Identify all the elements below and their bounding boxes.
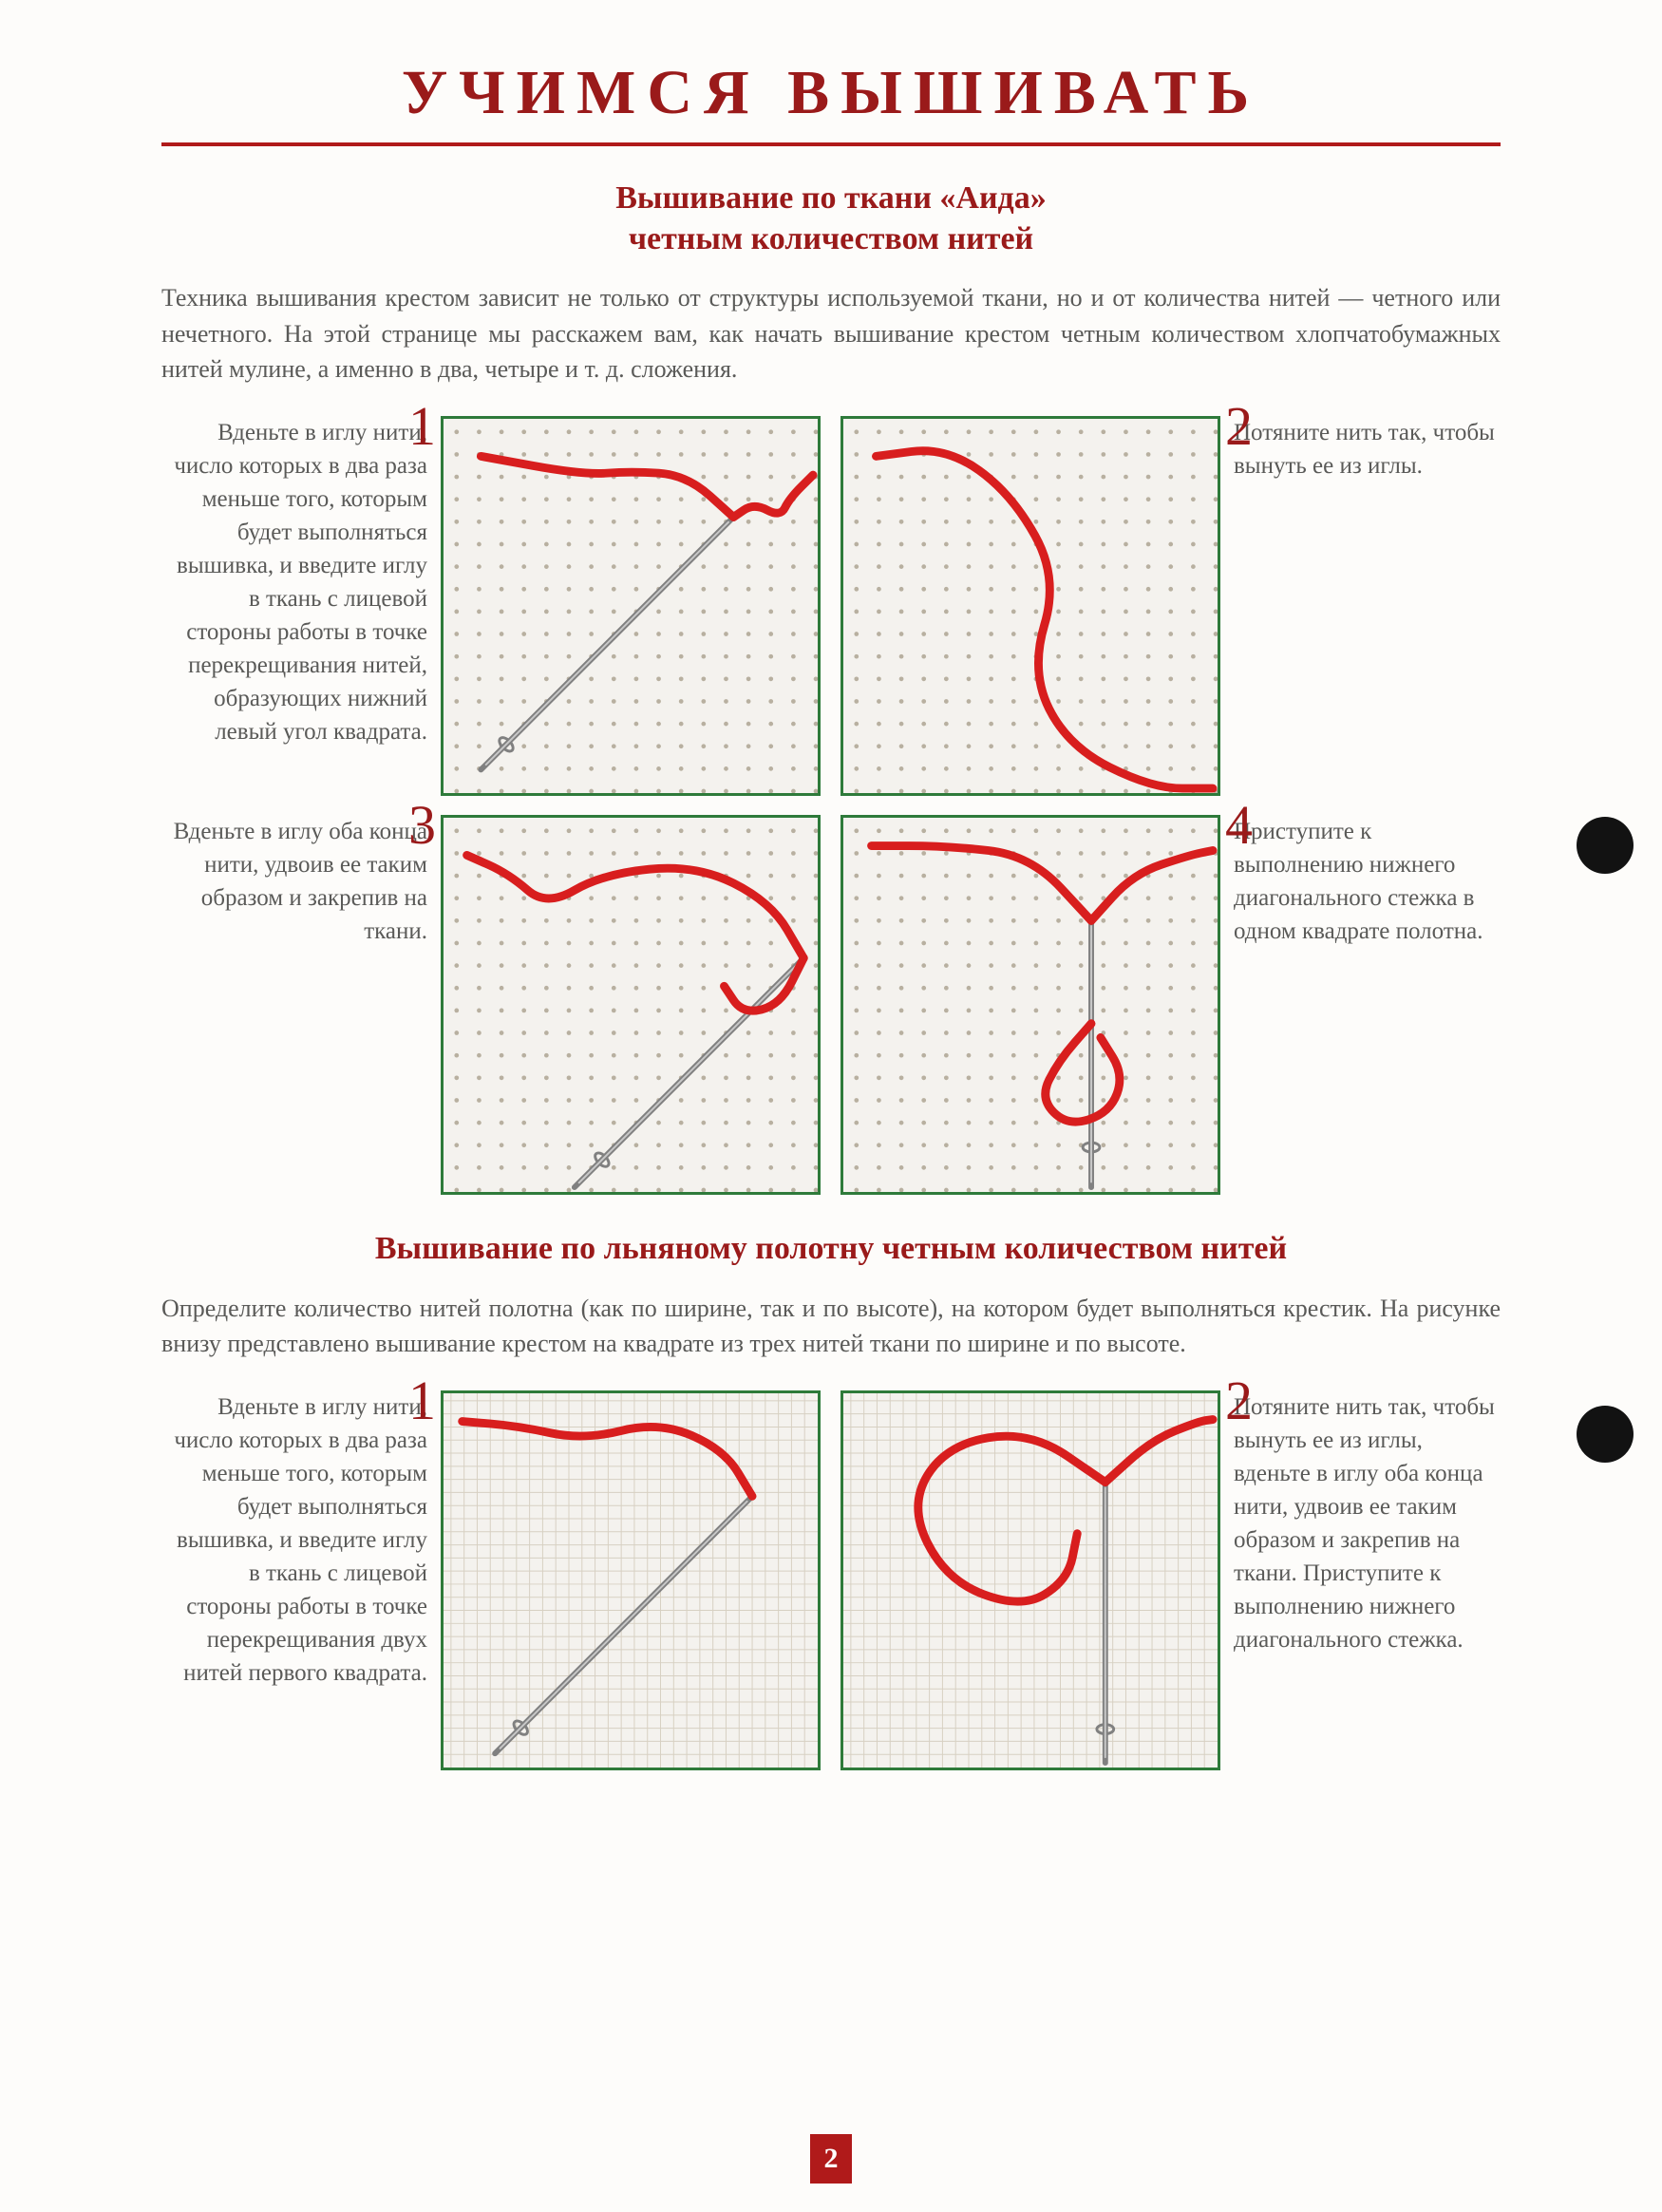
- step2-2-figure: 2: [840, 1390, 1220, 1770]
- figure-s2-1: [441, 1390, 821, 1770]
- step-3-figure: 3: [441, 815, 821, 1195]
- section2-intro: Определите количество нитей полотна (как…: [161, 1291, 1501, 1362]
- step-4-figure: 4: [840, 815, 1220, 1195]
- step-4-text: Приступите к выполнению нижнего диагонал…: [1220, 815, 1500, 948]
- step-2-text: Потяните нить так, чтобы вынуть ее из иг…: [1220, 416, 1500, 482]
- step2-1-figure: 1: [441, 1390, 821, 1770]
- step-3-text: Вденьте в иглу оба конца нити, удвоив ее…: [161, 815, 441, 948]
- section1-title-line1: Вышивание по ткани «Аида»: [615, 180, 1047, 216]
- step2-1-text: Вденьте в иглу нити, число которых в два…: [161, 1390, 441, 1690]
- section2-steps: Вденьте в иглу нити, число которых в два…: [161, 1390, 1501, 1770]
- punch-hole-icon: [1577, 817, 1634, 874]
- step-1-figure: 1: [441, 416, 821, 796]
- figure-s1-1: [441, 416, 821, 796]
- figure-s1-4: [840, 815, 1220, 1195]
- section1-steps: Вденьте в иглу нити, число которых в два…: [161, 416, 1501, 1195]
- step-2-figure: 2: [840, 416, 1220, 796]
- step2-2-number: 2: [1225, 1373, 1253, 1428]
- step-3-number: 3: [408, 798, 436, 853]
- step2-2-text: Потяните нить так, чтобы вынуть ее из иг…: [1220, 1390, 1500, 1656]
- step-3: Вденьте в иглу оба конца нити, удвоив ее…: [161, 815, 822, 1195]
- section1-title-line2: четным количеством нитей: [629, 221, 1033, 256]
- step-1-text: Вденьте в иглу нити, число которых в два…: [161, 416, 441, 748]
- figure-s1-3: [441, 815, 821, 1195]
- section2-title: Вышивание по льняному полотну четным кол…: [161, 1229, 1501, 1270]
- page-number: 2: [810, 2134, 852, 2184]
- step-2: 2 Потяните нить так, чтобы вынуть ее из …: [840, 416, 1501, 796]
- step2-1-number: 1: [408, 1373, 436, 1428]
- title-rule: [161, 142, 1501, 146]
- section1-title: Вышивание по ткани «Аида» четным количес…: [161, 179, 1501, 259]
- figure-s1-2: [840, 416, 1220, 796]
- step-4-number: 4: [1225, 798, 1253, 853]
- figure-s2-2: [840, 1390, 1220, 1770]
- step-1-number: 1: [408, 399, 436, 454]
- step-1: Вденьте в иглу нити, число которых в два…: [161, 416, 822, 796]
- step-4: 4 Приступите к выполнению нижнего диагон…: [840, 815, 1501, 1195]
- step-2-number: 2: [1225, 399, 1253, 454]
- main-title: УЧИМСЯ ВЫШИВАТЬ: [161, 57, 1501, 129]
- step2-1: Вденьте в иглу нити, число которых в два…: [161, 1390, 822, 1770]
- step2-2: 2 Потяните нить так, чтобы вынуть ее из …: [840, 1390, 1501, 1770]
- punch-hole-icon: [1577, 1406, 1634, 1463]
- page: УЧИМСЯ ВЫШИВАТЬ Вышивание по ткани «Аида…: [0, 0, 1662, 2212]
- section1-intro: Техника вышивания крестом зависит не тол…: [161, 280, 1501, 388]
